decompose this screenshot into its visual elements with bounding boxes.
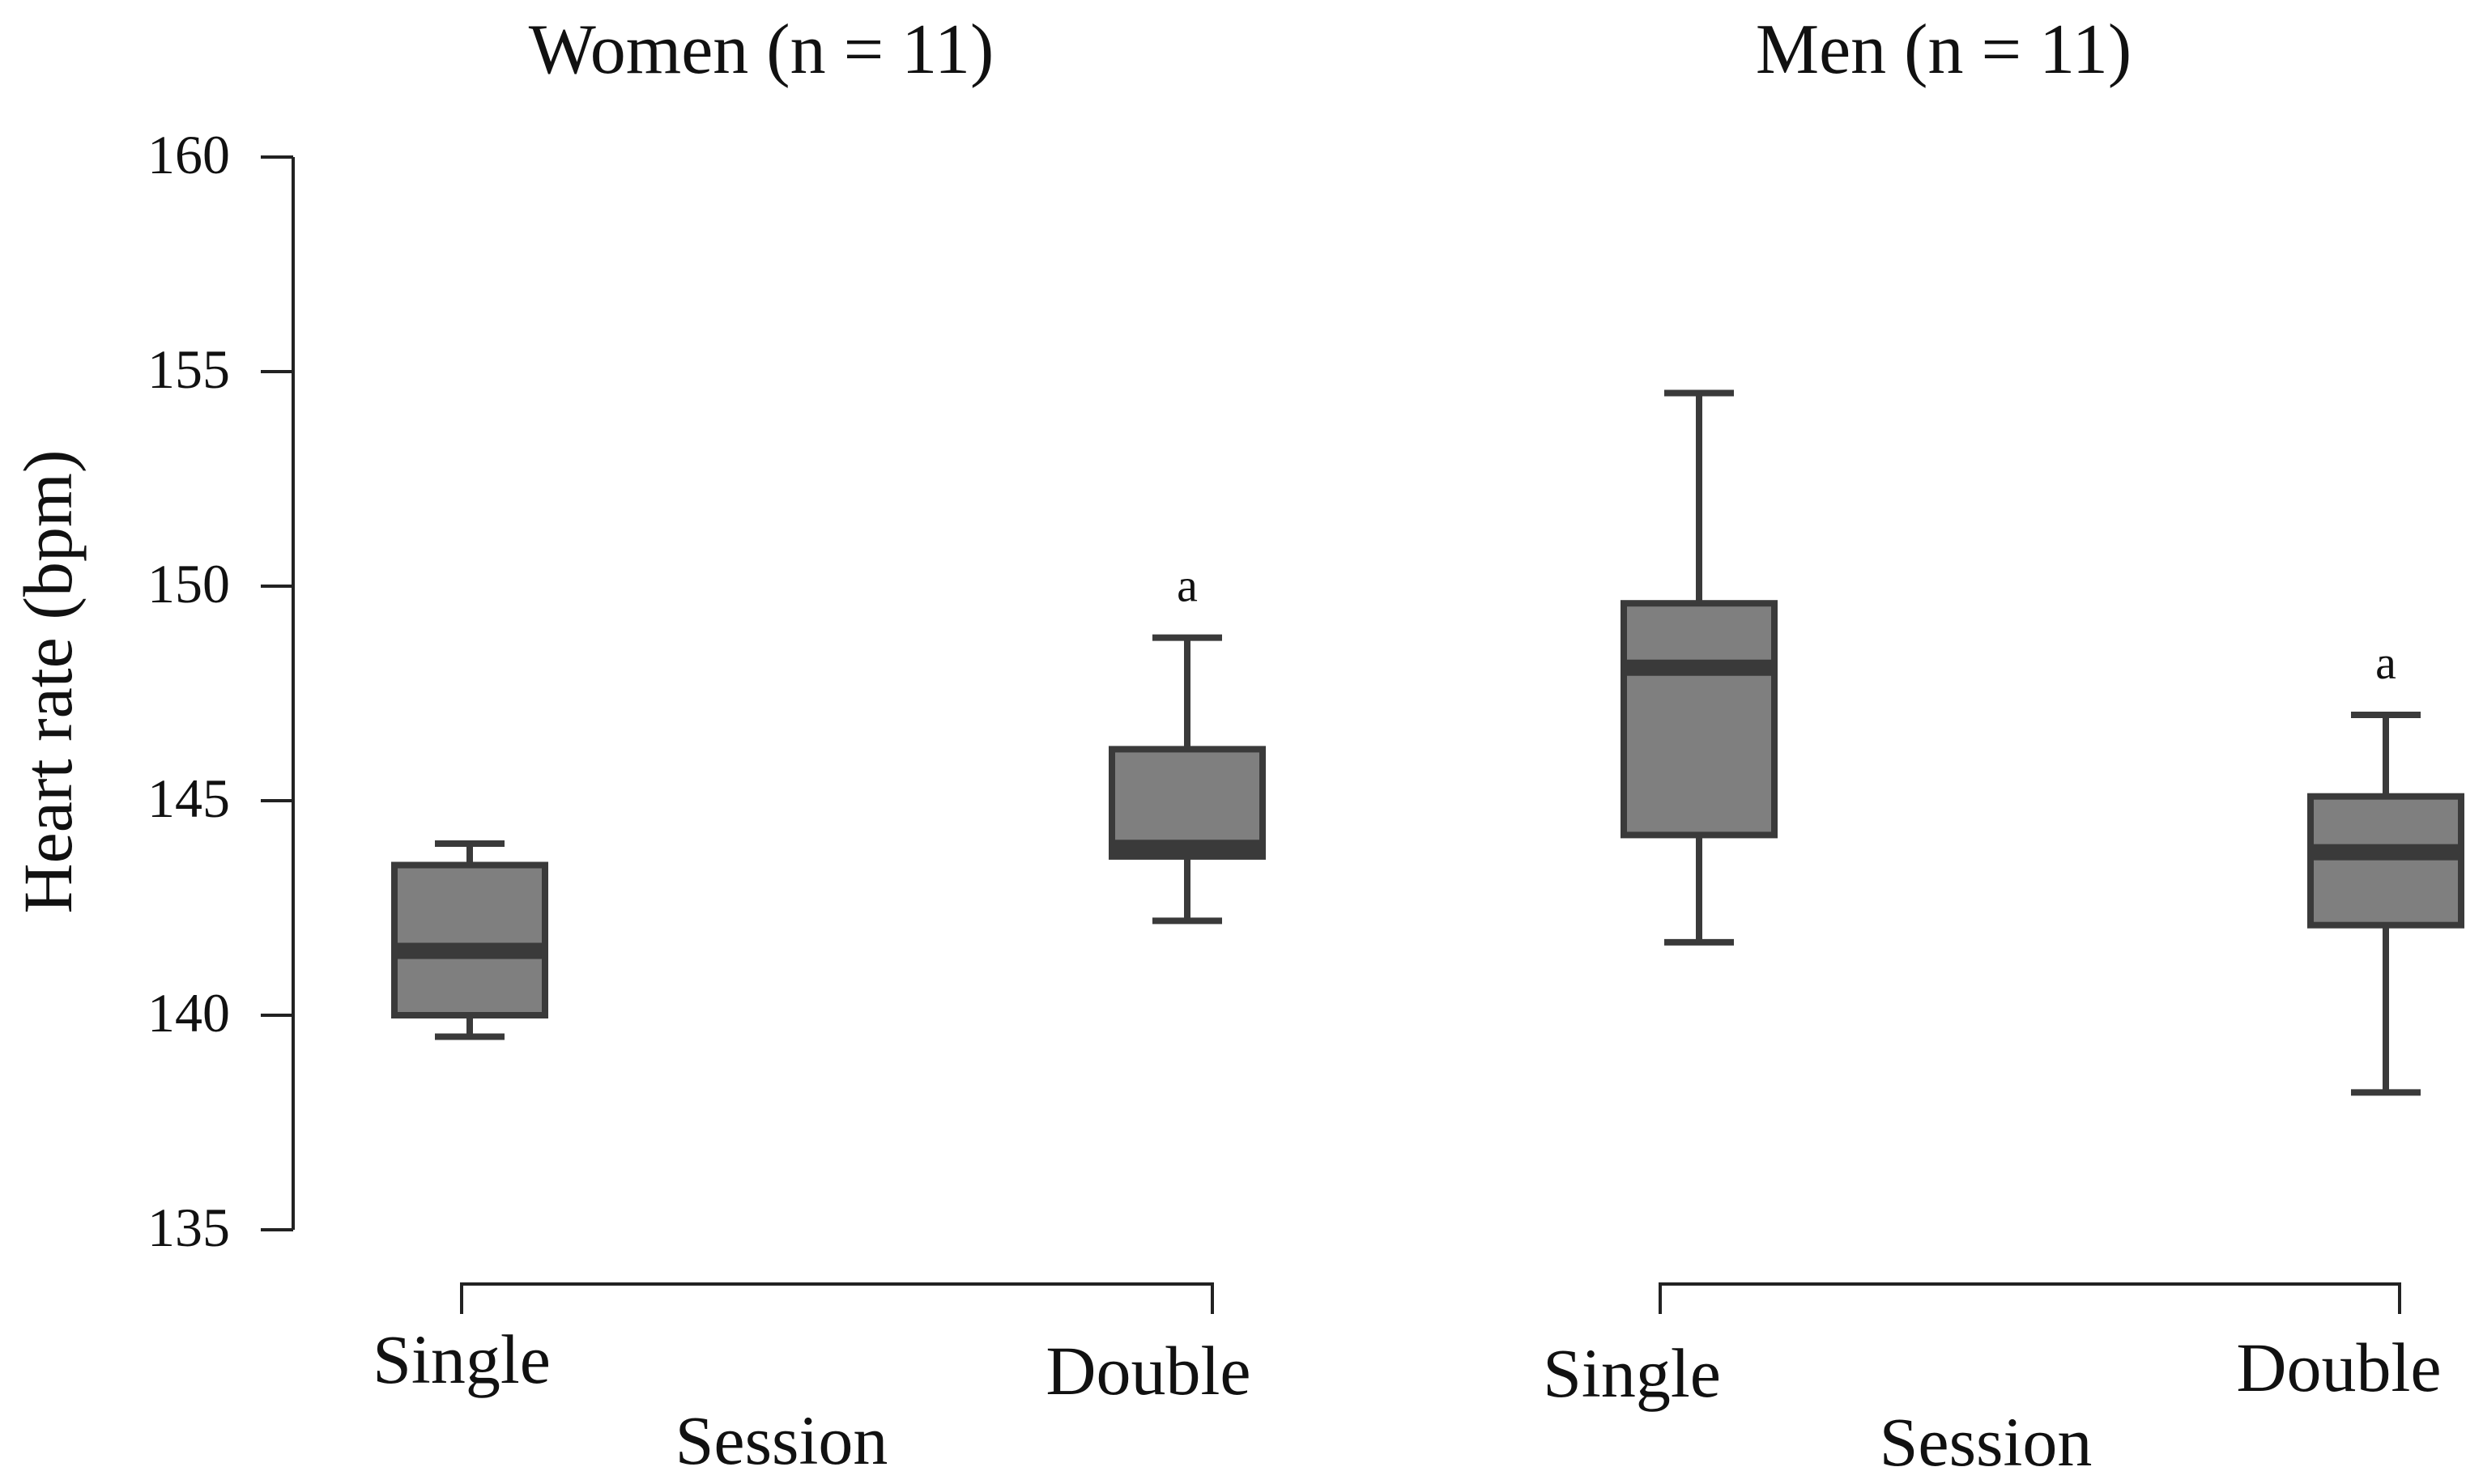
x-bracket-men <box>1659 1282 2401 1314</box>
category-label-women-single: Single <box>373 1320 551 1398</box>
x-axis-title-men: Session <box>1880 1403 2093 1481</box>
box-men-single <box>1621 600 1778 839</box>
panel-title-men: Men (n = 11) <box>1756 11 2132 89</box>
annotation-men-double: a <box>2375 636 2396 689</box>
x-axis-title-women: Session <box>675 1401 888 1479</box>
x-bracket-women <box>460 1282 1214 1314</box>
box-men-double <box>2307 793 2464 929</box>
box-plots: aa <box>391 389 2464 1096</box>
y-axis-ticks: 135 140 145 150 155 160 <box>147 124 293 1258</box>
category-label-men-double: Double <box>2236 1329 2441 1406</box>
y-tick-label-145: 145 <box>147 768 230 829</box>
y-tick-label-160: 160 <box>147 124 230 185</box>
y-tick-label-150: 150 <box>147 553 230 614</box>
category-label-women-double: Double <box>1046 1332 1250 1410</box>
box-women-single <box>391 861 548 1018</box>
y-tick-label-155: 155 <box>147 338 230 400</box>
panel-title-women: Women (n = 11) <box>529 11 994 89</box>
y-tick-label-140: 140 <box>147 982 230 1044</box>
y-tick-label-135: 135 <box>147 1197 230 1258</box>
box-women-double <box>1109 746 1266 860</box>
annotation-women-double: a <box>1177 559 1198 612</box>
category-label-men-single: Single <box>1543 1334 1721 1412</box>
y-axis-title: Heart rate (bpm) <box>9 449 87 913</box>
